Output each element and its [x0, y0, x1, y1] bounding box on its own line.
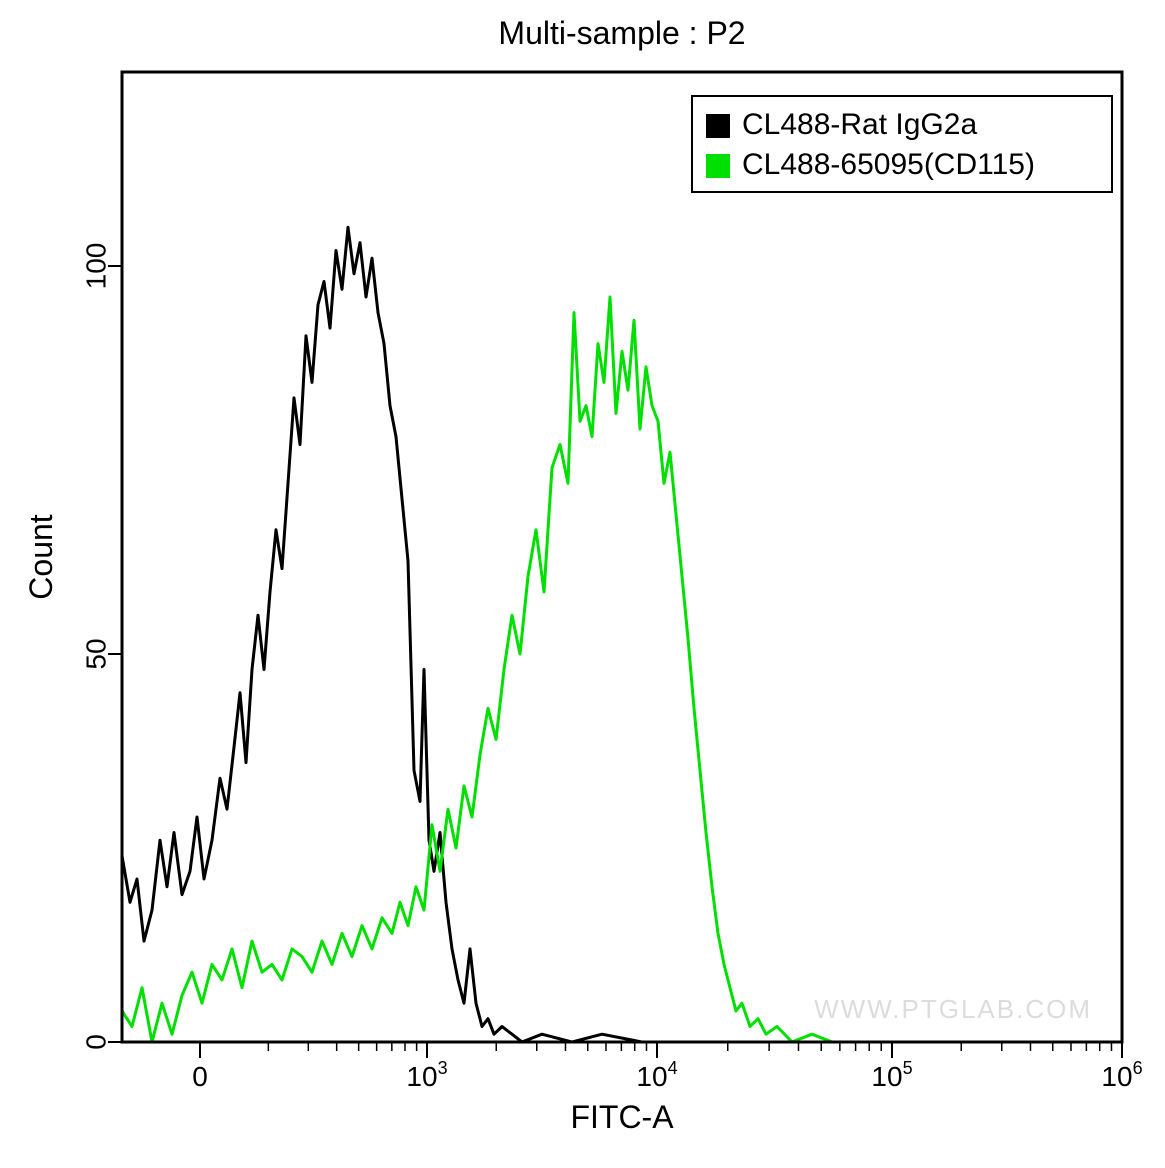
legend-label: CL488-65095(CD115)	[742, 148, 1035, 181]
x-tick-label: 105	[871, 1058, 912, 1092]
x-tick-label: 106	[1101, 1058, 1142, 1092]
series-sample-curve	[112, 297, 832, 1042]
legend-label: CL488-Rat IgG2a	[742, 108, 977, 141]
y-axis-label: Count	[23, 514, 59, 600]
x-axis-label: FITC-A	[570, 1099, 674, 1135]
chart-title: Multi-sample : P2	[498, 15, 745, 51]
y-tick-label: 100	[80, 243, 111, 290]
flow-histogram-svg: Multi-sample : P2 0 50 100 Count 0 103 104 105 10…	[0, 0, 1165, 1168]
x-tick-label: 103	[406, 1058, 447, 1092]
legend-swatch	[706, 114, 730, 138]
chart-container: Multi-sample : P2 0 50 100 Count 0 103 104 105 10…	[0, 0, 1165, 1168]
x-tick-label: 104	[636, 1058, 677, 1092]
x-tick-label: 0	[192, 1061, 208, 1092]
watermark: WWW.PTGLAB.COM	[814, 994, 1092, 1024]
legend-swatch	[706, 154, 730, 178]
y-tick-label: 50	[80, 638, 111, 669]
y-tick-label: 0	[80, 1034, 111, 1050]
